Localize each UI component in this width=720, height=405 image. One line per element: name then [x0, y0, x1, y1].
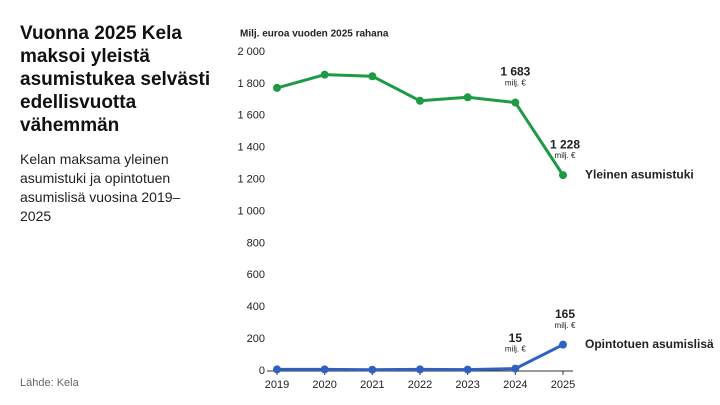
x-tick-label: 2019: [265, 379, 289, 391]
value-unit: milj. €: [505, 79, 526, 88]
value-label: 165: [555, 307, 575, 321]
subtitle: Kelan maksama yleinen asumistuki ja opin…: [20, 151, 181, 224]
point: [273, 83, 281, 92]
x-tick-label: 2025: [551, 379, 575, 391]
point: [320, 365, 329, 374]
point: [559, 171, 567, 180]
point: [368, 365, 377, 374]
point: [559, 340, 567, 349]
point: [320, 70, 329, 79]
y-tick-label: 200: [247, 333, 265, 345]
value-unit: milj. €: [505, 345, 526, 354]
x-tick-label: 2024: [503, 379, 527, 391]
y-axis-label: Milj. euroa vuoden 2025 rahana: [240, 29, 389, 40]
value-label: 1 683: [500, 65, 530, 79]
point: [368, 72, 377, 81]
point: [416, 365, 424, 374]
y-tick-label: 2 000: [237, 46, 265, 58]
series-label: Opintotuen asumislisä: [585, 337, 714, 351]
point: [273, 365, 281, 374]
point: [416, 96, 424, 105]
title: Vuonna 2025 Kela maksoi yleistä asumistu…: [20, 23, 211, 136]
x-tick-label: 2020: [312, 379, 336, 391]
value-unit: milj. €: [555, 321, 576, 330]
x-tick-label: 2023: [455, 379, 479, 391]
series-label: Yleinen asumistuki: [585, 167, 694, 181]
y-tick-label: 1 200: [237, 174, 265, 186]
point: [463, 93, 472, 102]
value-label: 15: [509, 331, 523, 345]
y-tick-label: 1 600: [237, 110, 265, 122]
y-tick-label: 400: [247, 301, 265, 313]
y-tick-label: 1 800: [237, 78, 265, 90]
value-unit: milj. €: [555, 151, 576, 160]
point: [511, 364, 520, 373]
y-tick-label: 1 400: [237, 142, 265, 154]
source: Lähde: Kela: [20, 377, 79, 389]
y-tick-label: 1 000: [237, 205, 265, 217]
y-tick-label: 800: [247, 237, 265, 249]
y-tick-label: 0: [259, 365, 265, 377]
x-tick-label: 2022: [408, 379, 432, 391]
point: [511, 98, 520, 107]
series-line: [276, 73, 565, 176]
point: [463, 365, 472, 374]
y-tick-label: 600: [247, 269, 265, 281]
x-tick-label: 2021: [360, 379, 384, 391]
value-label: 1 228: [550, 137, 580, 151]
